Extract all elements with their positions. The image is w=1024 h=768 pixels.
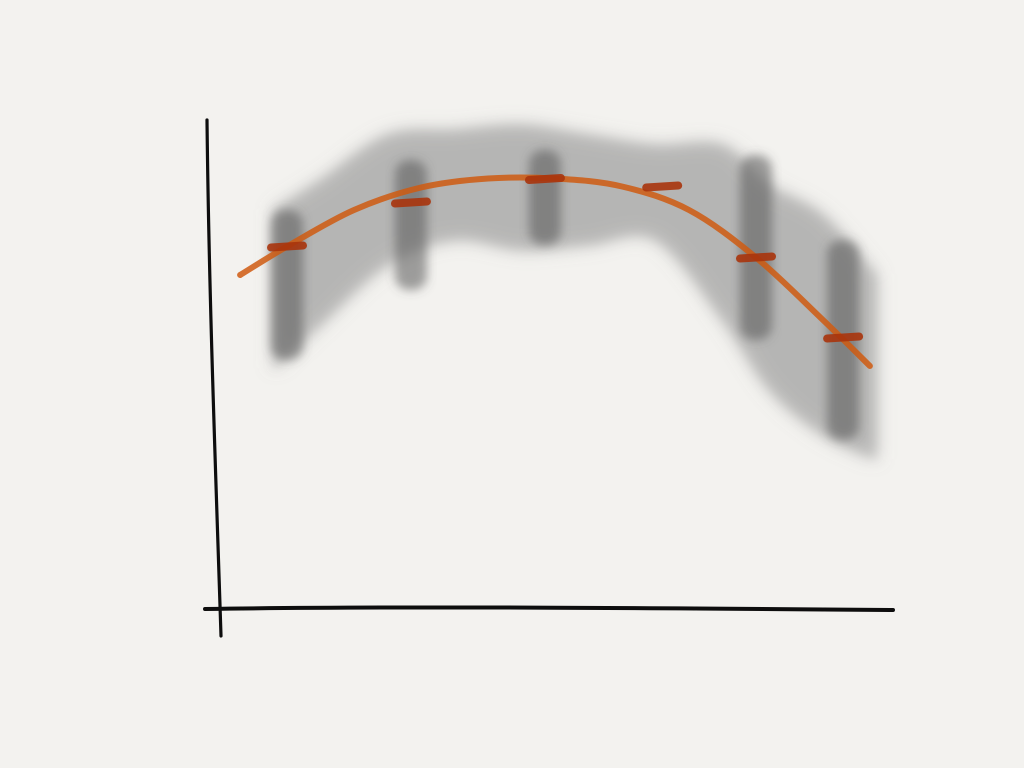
- markers-layer: [267, 174, 864, 343]
- error-band: [271, 210, 303, 360]
- data-point-marker: [267, 241, 307, 252]
- data-point-marker: [524, 174, 565, 184]
- data-point-marker: [823, 332, 864, 343]
- uncertainty-band-core: [273, 124, 877, 461]
- error-band: [740, 155, 772, 340]
- data-point-marker: [736, 252, 776, 263]
- error-band: [394, 160, 427, 290]
- data-point-marker: [642, 181, 683, 192]
- error-band: [528, 150, 561, 245]
- uncertainty-band-layer: [273, 124, 877, 461]
- axes-layer: [203, 118, 895, 638]
- y-axis-line: [205, 118, 223, 638]
- data-point-marker: [390, 197, 431, 208]
- x-axis-line: [203, 605, 895, 612]
